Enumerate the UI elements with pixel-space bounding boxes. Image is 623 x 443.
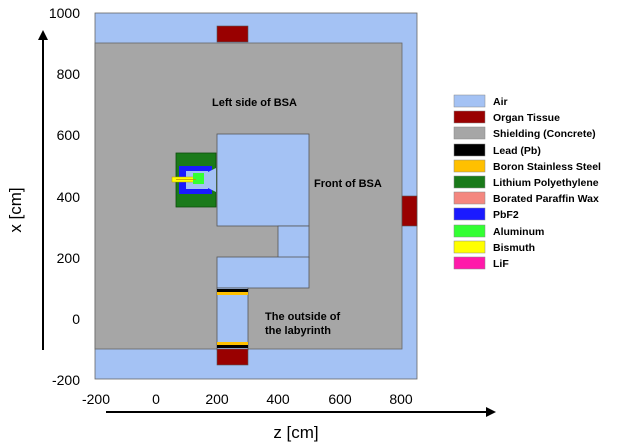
legend-label: Shielding (Concrete) <box>493 128 596 140</box>
bsa-aluminum <box>193 173 204 184</box>
x-axis-title: z [cm] <box>273 423 318 442</box>
label-left-side: Left side of BSA <box>212 97 297 109</box>
legend-swatch <box>453 126 486 140</box>
air-room-main <box>216 133 310 227</box>
legend-label: Boron Stainless Steel <box>493 161 601 173</box>
geometry-plot: Left side of BSA Front of BSA The outsid… <box>94 12 418 380</box>
label-outside-line1: The outside of <box>265 311 341 323</box>
legend-swatch <box>453 207 486 221</box>
legend-label: Borated Paraffin Wax <box>493 193 599 205</box>
door-boron-steel-lower <box>217 342 248 345</box>
label-outside-line2: the labyrinth <box>265 325 331 337</box>
legend-swatch <box>453 224 486 238</box>
legend-label: Aluminum <box>493 226 544 238</box>
x-tick: -200 <box>82 391 110 407</box>
legend-swatch <box>453 94 486 108</box>
door-boron-steel-upper <box>217 292 248 295</box>
y-tick: -200 <box>52 372 80 388</box>
legend-label: Lead (Pb) <box>493 145 541 157</box>
legend-swatch <box>453 110 486 124</box>
legend-swatch <box>453 256 486 270</box>
y-tick: 600 <box>57 127 81 143</box>
x-tick: 400 <box>266 391 290 407</box>
y-tick: 200 <box>57 250 81 266</box>
legend-label: Lithium Polyethylene <box>493 177 599 189</box>
bsa-assembly <box>171 152 217 208</box>
legend-label: Air <box>493 96 508 108</box>
y-tick: 400 <box>57 189 81 205</box>
legend: Air Organ Tissue Shielding (Concrete) Le… <box>453 94 601 270</box>
air-labyrinth-vertical <box>277 225 310 259</box>
legend-label: LiF <box>493 258 509 270</box>
x-tick: 600 <box>328 391 352 407</box>
legend-label: Organ Tissue <box>493 112 560 124</box>
y-axis-title: x [cm] <box>6 187 25 232</box>
air-labyrinth-exit <box>216 287 249 351</box>
door-lead-lower <box>217 345 248 348</box>
organ-tissue-right <box>401 195 418 227</box>
x-tick: 800 <box>389 391 413 407</box>
y-tick: 1000 <box>49 5 80 21</box>
y-tick: 800 <box>57 66 81 82</box>
bsa-aperture <box>204 168 216 192</box>
y-tick: 0 <box>72 311 80 327</box>
label-front: Front of BSA <box>314 178 382 190</box>
air-labyrinth-horizontal <box>216 256 310 289</box>
x-axis: z [cm] -200 0 200 400 600 800 <box>82 391 496 442</box>
legend-swatch <box>453 175 486 189</box>
organ-tissue-top <box>216 25 249 43</box>
legend-swatch <box>453 240 486 254</box>
y-axis: x [cm] -200 0 200 400 600 800 1000 <box>6 5 80 388</box>
x-tick: 0 <box>152 391 160 407</box>
organ-tissue-bottom <box>216 348 249 366</box>
legend-swatch <box>453 143 486 157</box>
door-lead-upper <box>217 289 248 292</box>
legend-swatch <box>453 159 486 173</box>
legend-swatch <box>453 191 486 205</box>
legend-label: Bismuth <box>493 242 535 254</box>
x-tick: 200 <box>205 391 229 407</box>
legend-label: PbF2 <box>493 209 519 221</box>
